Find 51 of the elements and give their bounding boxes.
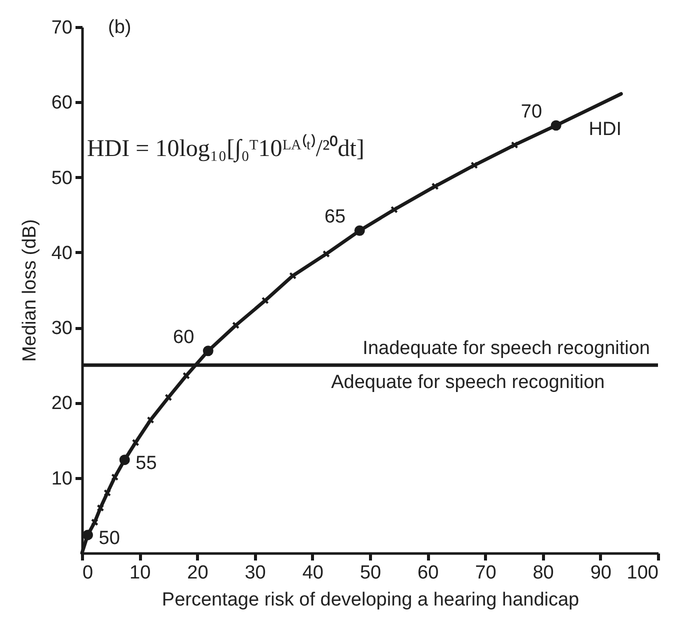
point — [96, 504, 104, 512]
x-tick-label: 60 — [418, 562, 439, 584]
y-tick-label: 70 — [51, 18, 72, 38]
x-tick-label: 100 — [626, 562, 658, 584]
x-tick-label: 90 — [590, 562, 612, 584]
x-tick-label: 50 — [360, 562, 382, 584]
point — [289, 272, 297, 280]
point — [90, 518, 98, 526]
point — [261, 296, 269, 304]
x-axis-title: Percentage risk of developing a hearing handicap — [162, 590, 580, 610]
point — [322, 250, 330, 258]
y-tick-label: 20 — [51, 393, 72, 414]
y-axis-title: Median loss (dB) — [19, 219, 40, 362]
annotation: 55 — [136, 452, 157, 474]
y-tick-label: 50 — [51, 168, 72, 189]
x-tick-label: 40 — [302, 562, 324, 584]
point — [104, 489, 112, 497]
point — [550, 120, 562, 131]
annotation: (b) — [108, 17, 132, 38]
point — [132, 438, 140, 446]
point — [182, 372, 190, 380]
point — [431, 182, 439, 190]
point — [232, 322, 240, 330]
annotation: Adequate for speech recognition — [331, 372, 605, 394]
x-tick-label: 80 — [532, 562, 554, 584]
y-tick-label: 40 — [51, 242, 72, 264]
annotation: 70 — [520, 101, 542, 122]
point — [510, 141, 518, 149]
point — [470, 162, 478, 169]
point — [111, 473, 119, 481]
point — [82, 530, 94, 540]
annotation: 50 — [98, 528, 120, 549]
y-tick-label: 30 — [51, 318, 72, 340]
x-tick-label: 0 — [82, 562, 94, 584]
x-tick-label: 20 — [187, 562, 208, 584]
annotation: 60 — [173, 326, 194, 348]
point — [390, 206, 398, 214]
annotation: HDI — [588, 118, 622, 140]
point — [146, 416, 154, 424]
annotation: HDI = 10log₁₀[∫₀ᵀ10ᴸᴬ⁽ᵗ⁾/²⁰dt] — [87, 134, 364, 163]
x-tick-label: 70 — [475, 562, 496, 584]
point — [119, 454, 130, 466]
ref-line-label: Inadequate for speech recognition — [362, 338, 650, 360]
point — [202, 346, 214, 356]
y-tick-label: 60 — [51, 92, 72, 114]
y-tick-label: 10 — [51, 468, 72, 490]
point — [354, 225, 365, 236]
x-tick-label: 10 — [130, 562, 151, 584]
point — [164, 394, 172, 402]
annotation: 65 — [324, 206, 346, 228]
x-tick-label: 30 — [244, 562, 266, 584]
